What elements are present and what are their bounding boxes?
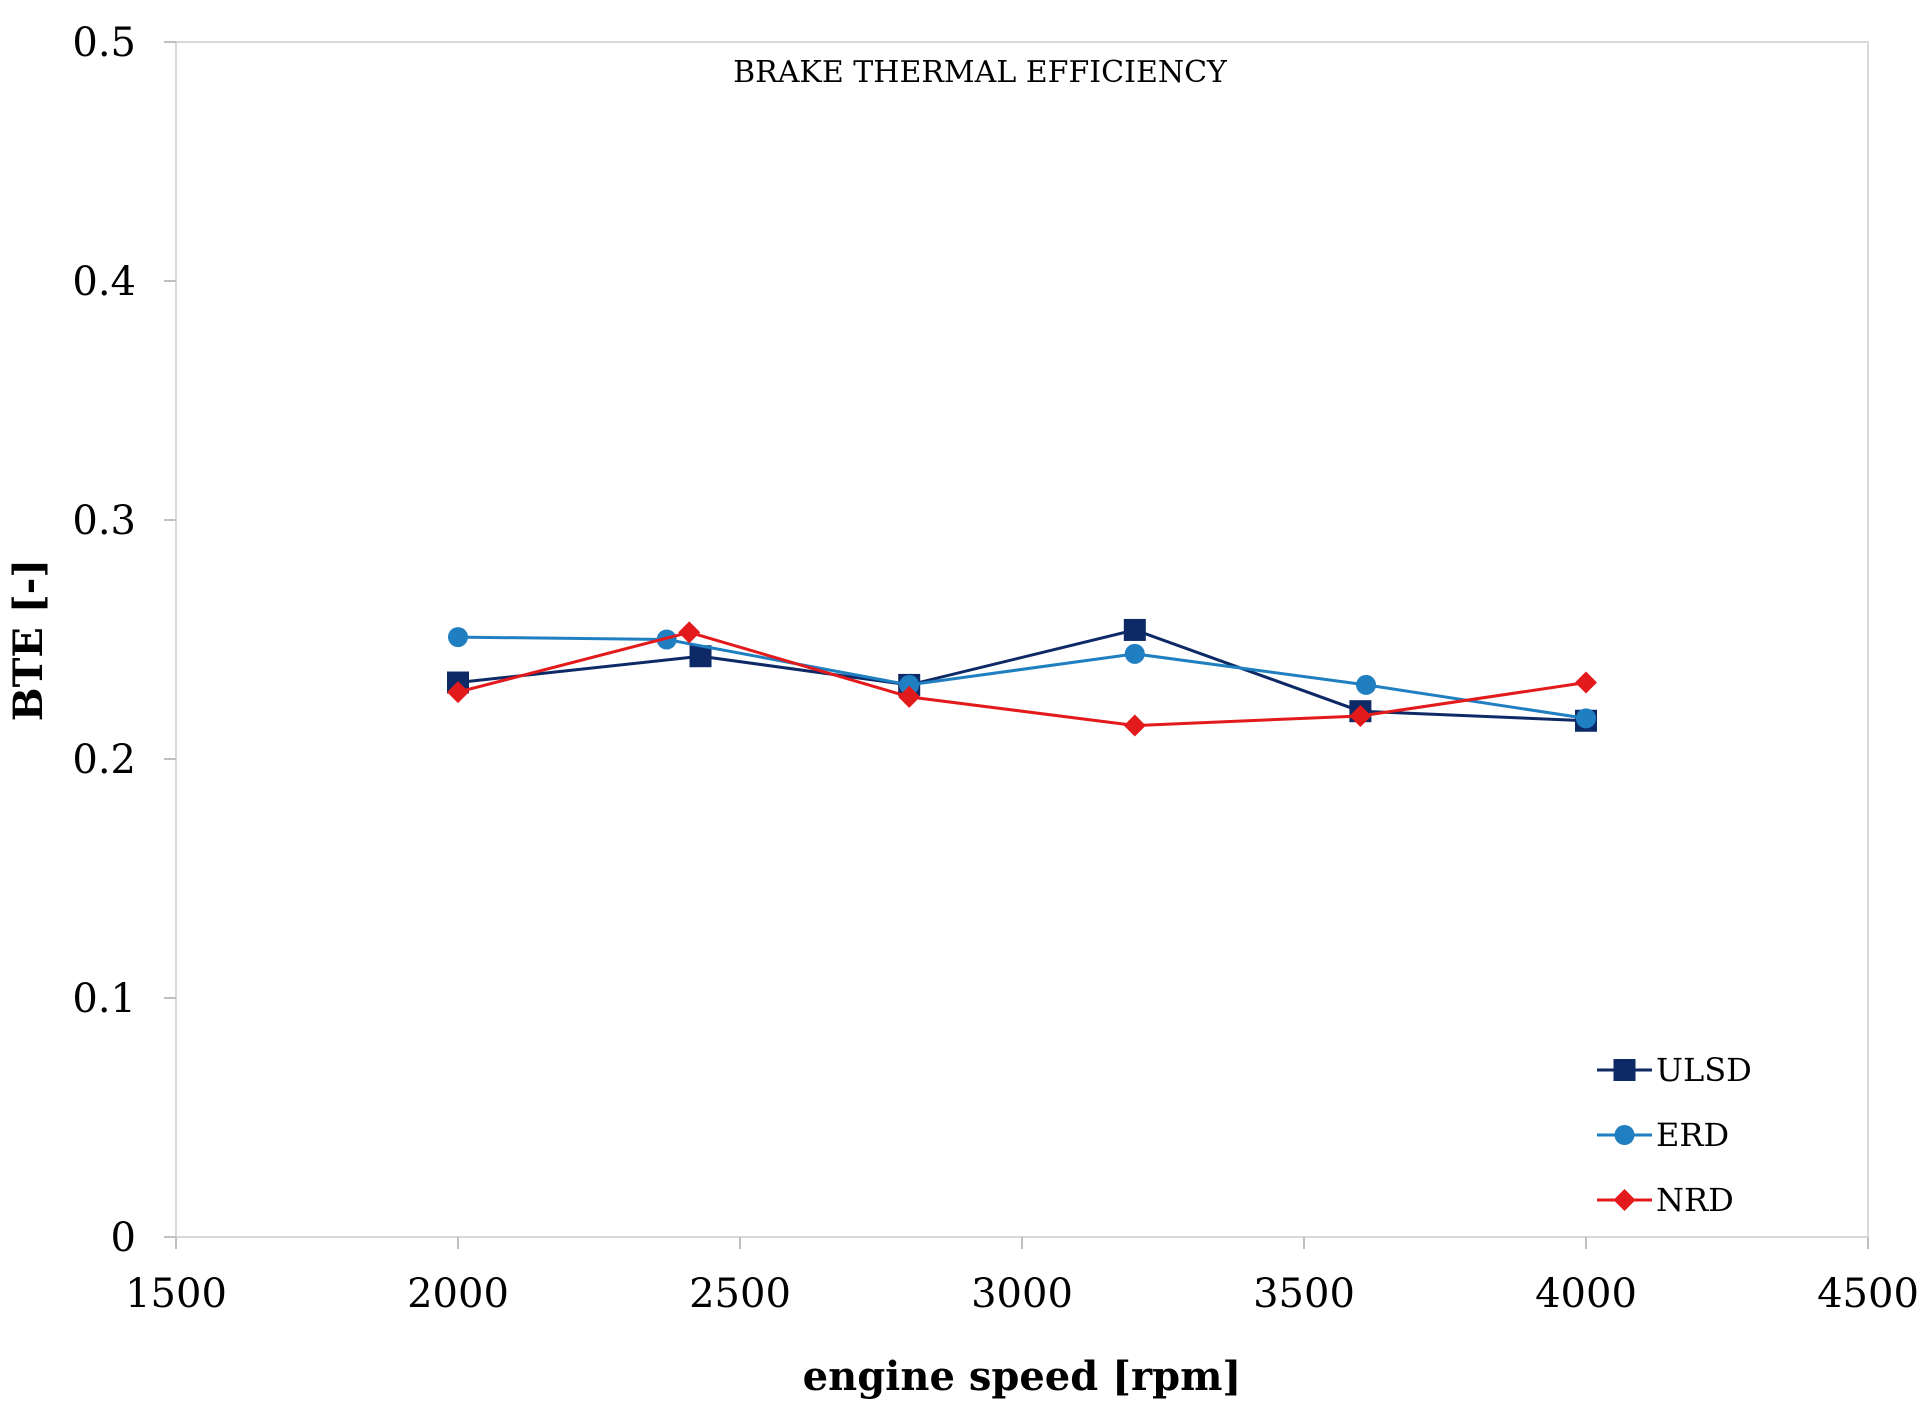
legend-item-erd: ERD	[1597, 1116, 1729, 1154]
legend: ULSD ERD NRD	[1597, 1051, 1752, 1219]
x-tick-label: 4500	[1817, 1271, 1919, 1317]
legend-label-ulsd: ULSD	[1656, 1051, 1752, 1089]
data-point-erd	[1356, 674, 1377, 695]
data-point-nrd	[447, 681, 469, 704]
data-series-group	[447, 618, 1597, 737]
data-point-erd	[1576, 708, 1596, 729]
data-point-nrd	[1123, 714, 1146, 737]
x-axis: 1500 2000 2500 3000 3500 4000 4500	[125, 1237, 1919, 1317]
series-line-ulsd	[457, 628, 1587, 723]
data-point-nrd	[1349, 704, 1372, 727]
legend-item-nrd: NRD	[1597, 1181, 1734, 1219]
y-tick-label: 0.4	[72, 259, 136, 305]
x-tick-label: 2000	[407, 1271, 509, 1317]
y-tick-label: 0.1	[72, 976, 136, 1022]
series-erd	[448, 627, 1596, 729]
data-point-nrd	[1575, 671, 1597, 694]
data-point-nrd	[678, 621, 701, 644]
x-tick-label: 3500	[1253, 1271, 1355, 1317]
data-point-ulsd	[1123, 618, 1146, 641]
legend-marker-erd	[1614, 1125, 1635, 1145]
y-axis-title: BTE [-]	[5, 559, 52, 721]
legend-marker-ulsd	[1613, 1059, 1636, 1081]
data-point-erd	[899, 674, 920, 695]
series-line-nrd	[457, 630, 1587, 728]
y-axis: 0 0.1 0.2 0.3 0.4 0.5	[72, 20, 176, 1261]
legend-label-erd: ERD	[1656, 1116, 1729, 1154]
data-point-ulsd	[689, 645, 712, 668]
y-tick-label: 0.2	[72, 737, 136, 783]
data-point-erd	[1124, 643, 1145, 664]
x-axis-title: engine speed [rpm]	[803, 1353, 1242, 1400]
y-tick-label: 0.3	[72, 498, 136, 544]
plot-area	[175, 41, 1869, 1238]
y-tick-label: 0	[111, 1215, 136, 1261]
y-tick-label: 0.5	[72, 20, 136, 66]
legend-label-nrd: NRD	[1656, 1181, 1734, 1219]
legend-item-ulsd: ULSD	[1597, 1051, 1752, 1089]
data-point-nrd	[898, 685, 921, 708]
x-tick-label: 4000	[1535, 1271, 1637, 1317]
data-point-erd	[448, 627, 468, 648]
series-line-erd	[457, 635, 1587, 720]
x-tick-label: 1500	[125, 1271, 227, 1317]
x-tick-label: 2500	[689, 1271, 791, 1317]
chart-title: BRAKE THERMAL EFFICIENCY	[733, 55, 1228, 90]
legend-marker-nrd	[1613, 1189, 1636, 1211]
series-nrd	[447, 621, 1597, 737]
x-tick-label: 3000	[971, 1271, 1073, 1317]
